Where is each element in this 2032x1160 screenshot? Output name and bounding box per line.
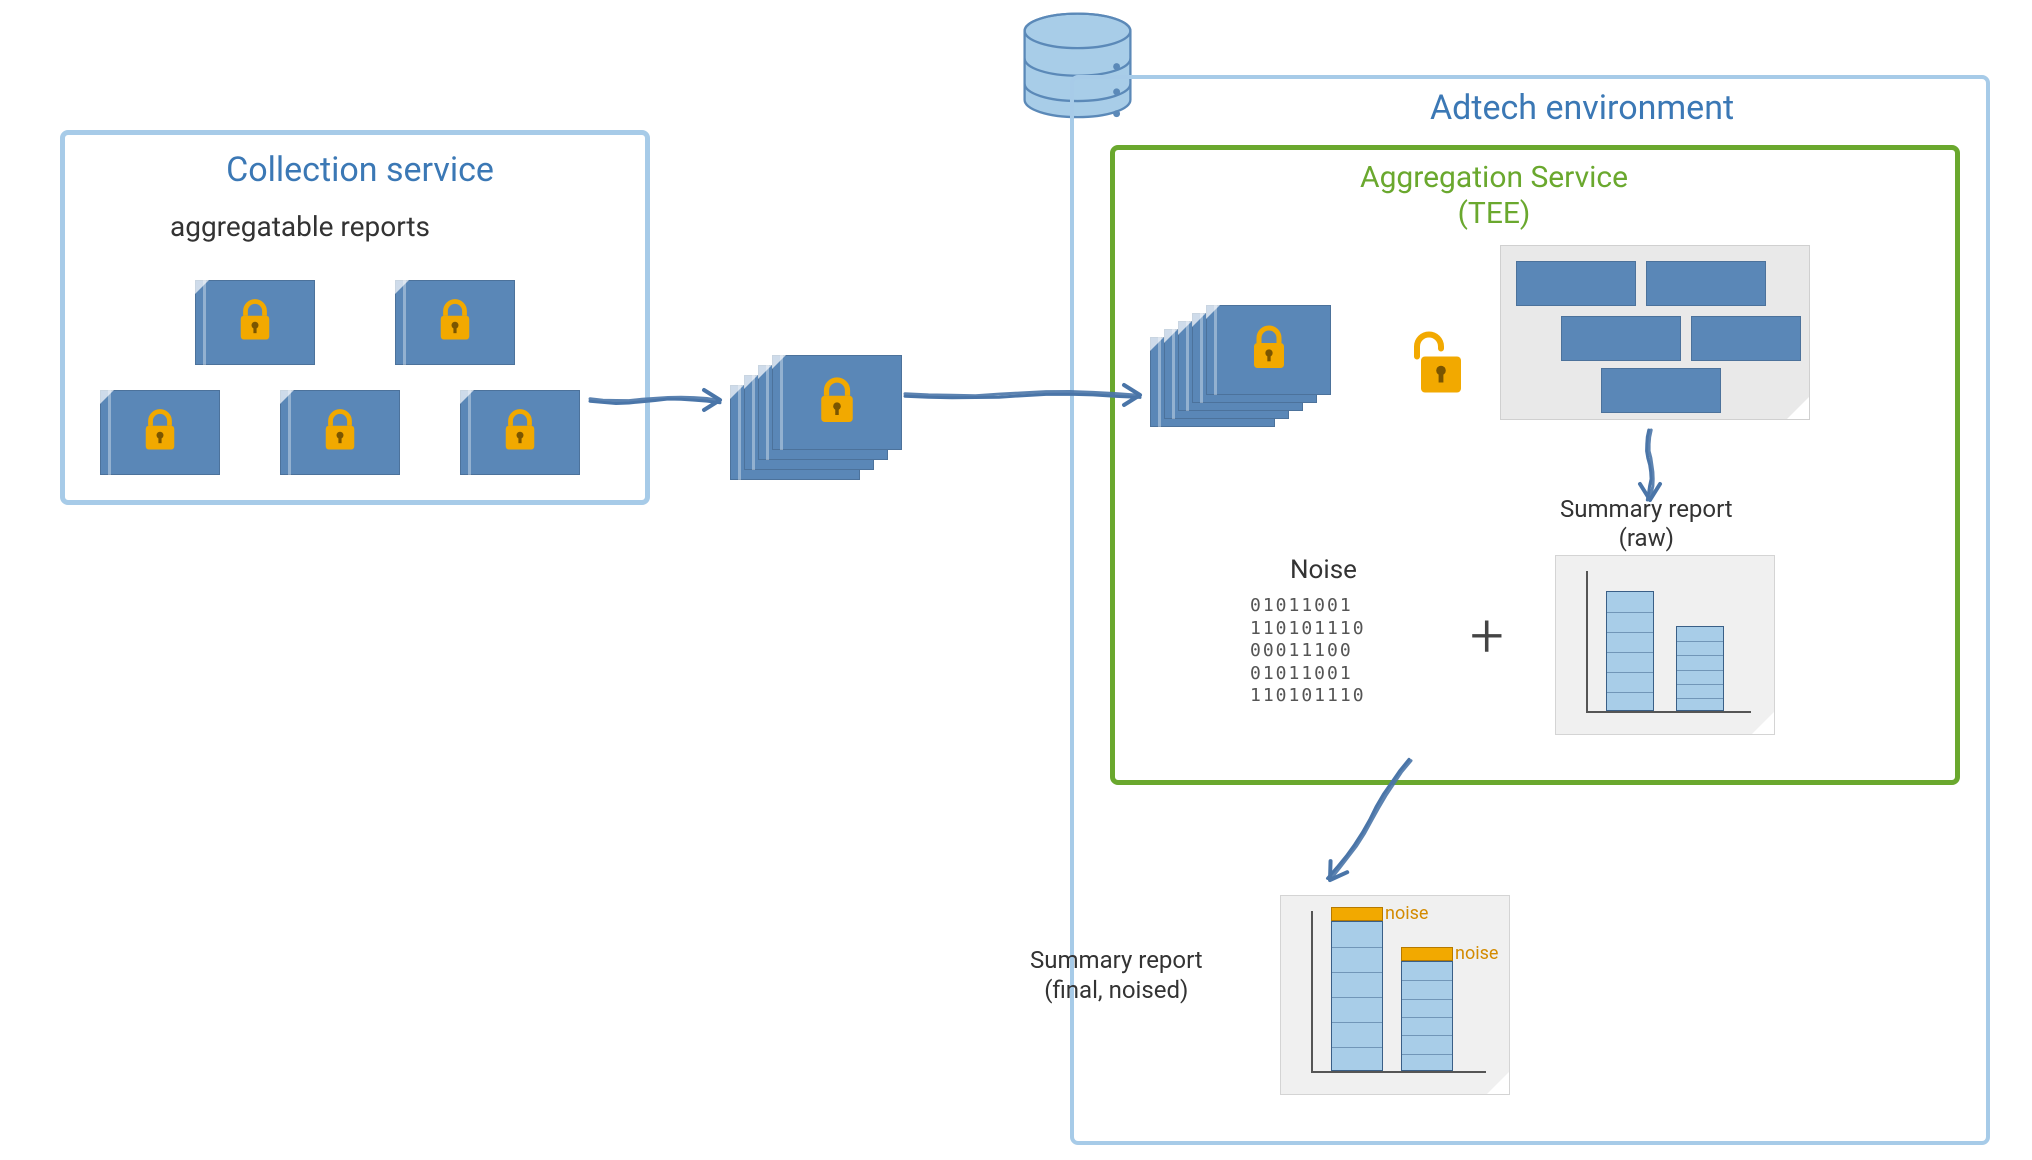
noise-bits-line: 01011001 xyxy=(1250,595,1366,618)
summary-final-label: Summary report (final, noised) xyxy=(1030,945,1203,1005)
summary-raw-l2: (raw) xyxy=(1619,524,1674,552)
lock-icon xyxy=(816,375,858,431)
locked-report-card xyxy=(100,390,220,475)
lock-icon xyxy=(321,407,359,458)
decrypting-reports-stack xyxy=(1150,305,1345,435)
noise-cap xyxy=(1401,947,1453,961)
lock-icon xyxy=(141,407,179,458)
summary-bar xyxy=(1401,961,1453,1071)
data-block xyxy=(1561,316,1681,361)
locked-report-card xyxy=(395,280,515,365)
aggregation-service-title: Aggregation Service (TEE) xyxy=(1360,160,1628,232)
noise-bits-block: 0101100111010111000011100010110011101011… xyxy=(1250,595,1366,708)
lock-icon xyxy=(436,297,474,348)
locked-report-card xyxy=(195,280,315,365)
noise-bits-line: 00011100 xyxy=(1250,640,1366,663)
collection-service-title: Collection service xyxy=(160,150,560,190)
aggregation-service-box xyxy=(1110,145,1960,785)
locked-report-card xyxy=(280,390,400,475)
locked-report-card xyxy=(1206,305,1331,395)
summary-bar xyxy=(1676,626,1724,711)
summary-final-l2: (final, noised) xyxy=(1044,976,1188,1004)
noise-cap-label: noise xyxy=(1455,943,1498,964)
summary-bar xyxy=(1606,591,1654,711)
aggregation-service-title-l1: Aggregation Service xyxy=(1360,160,1628,195)
decrypted-data-card xyxy=(1500,245,1810,420)
noise-cap xyxy=(1331,907,1383,921)
noise-bits-line: 110101110 xyxy=(1250,685,1366,708)
locked-report-card xyxy=(772,355,902,450)
locked-report-card xyxy=(460,390,580,475)
data-block xyxy=(1516,261,1636,306)
summary-report-final: noise noise xyxy=(1280,895,1510,1095)
data-block xyxy=(1691,316,1801,361)
aggregation-service-diagram: Collection service aggregatable reports … xyxy=(0,0,2032,1160)
summary-report-raw xyxy=(1555,555,1775,735)
aggregation-service-title-l2: (TEE) xyxy=(1458,196,1531,231)
lock-icon xyxy=(236,297,274,348)
batched-reports-stack xyxy=(730,355,916,490)
summary-raw-l1: Summary report xyxy=(1560,495,1733,523)
data-block xyxy=(1601,368,1721,413)
lock-icon xyxy=(501,407,539,458)
lock-icon xyxy=(1249,323,1289,377)
noise-title-label: Noise xyxy=(1290,555,1357,585)
data-block xyxy=(1646,261,1766,306)
noise-cap-label: noise xyxy=(1385,903,1428,924)
noise-bits-line: 01011001 xyxy=(1250,663,1366,686)
noise-bits-line: 110101110 xyxy=(1250,618,1366,641)
summary-final-l1: Summary report xyxy=(1030,946,1203,974)
aggregatable-reports-label: aggregatable reports xyxy=(170,210,430,243)
summary-bar xyxy=(1331,921,1383,1071)
unlock-icon xyxy=(1405,325,1465,400)
summary-raw-label: Summary report (raw) xyxy=(1560,495,1733,553)
plus-icon: + xyxy=(1470,600,1504,671)
adtech-environment-title: Adtech environment xyxy=(1430,88,1734,128)
